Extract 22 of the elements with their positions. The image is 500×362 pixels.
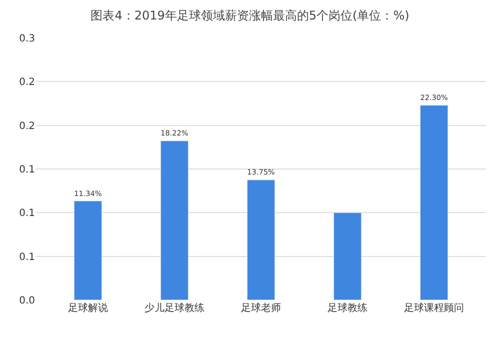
x-tick-label: 少儿足球教练	[144, 302, 204, 314]
bar	[420, 105, 448, 300]
y-tick-label: 0.2	[19, 77, 35, 88]
bar	[160, 140, 189, 300]
x-tick-label: 足球老师	[241, 302, 281, 314]
data-label: 13.75%	[247, 168, 275, 177]
bar	[74, 200, 102, 300]
bar	[333, 212, 362, 300]
y-tick-label: 0.0	[19, 296, 35, 306]
chart-title: 图表4：2019年足球领域薪资涨幅最高的5个岗位(单位：%)	[90, 8, 410, 22]
y-tick-label: 0.2	[19, 120, 35, 132]
data-label: 18.22%	[160, 128, 188, 138]
x-tick-label: 足球课程顾问	[404, 302, 464, 314]
y-tick-label: 0.3	[19, 34, 35, 44]
data-label: 11.34%	[74, 188, 102, 198]
bar	[246, 180, 276, 300]
data-label: 22.30%	[420, 93, 448, 102]
y-tick-label: 0.1	[19, 208, 35, 220]
x-tick-label: 足球解说	[68, 302, 108, 314]
x-tick-label: 足球教练	[328, 302, 368, 314]
y-tick-label: 0.1	[19, 252, 35, 263]
y-tick-label: 0.1	[19, 164, 35, 176]
